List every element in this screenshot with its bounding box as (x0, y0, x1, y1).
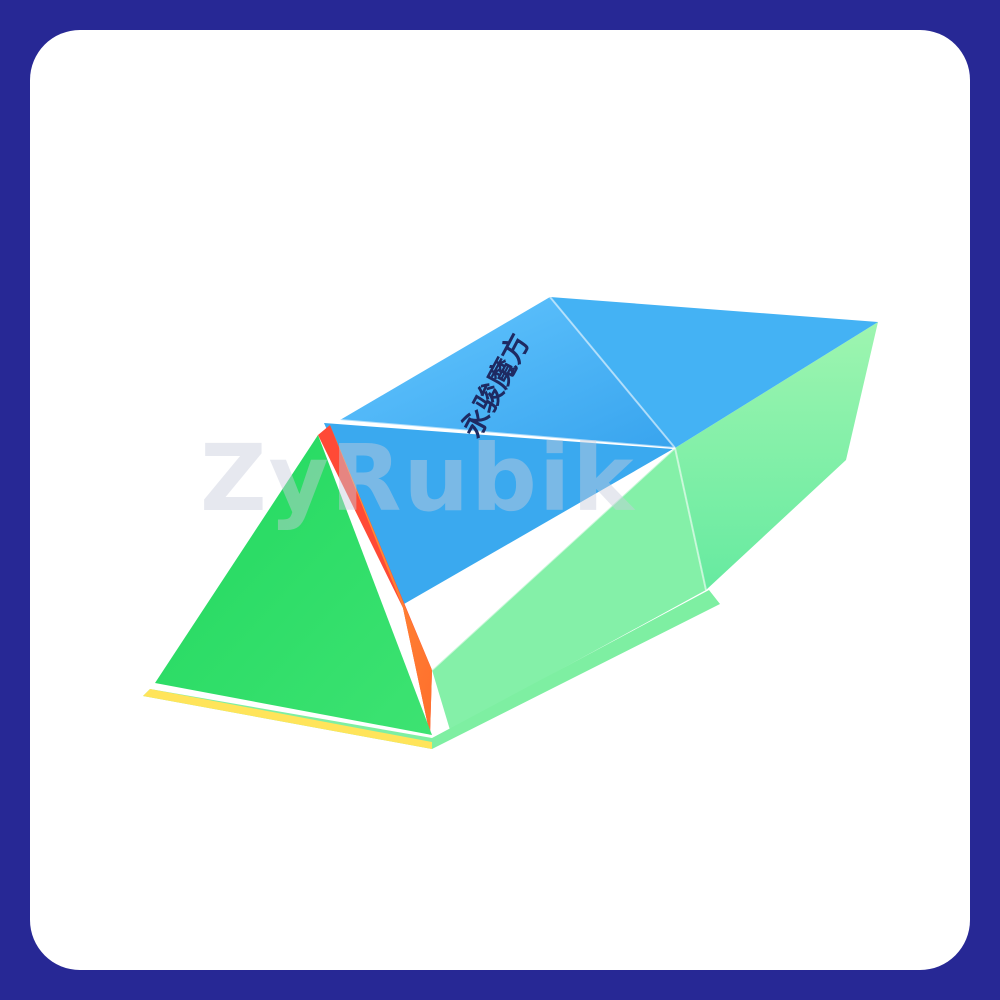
pyramid-cube-illustration: 永骏魔方 (143, 296, 878, 749)
cube-seams (339, 296, 707, 671)
product-card: 永骏魔方 ZyRubik (30, 30, 970, 970)
left-blue-triangle (340, 297, 675, 448)
right-green-side (675, 322, 878, 590)
red-edge (318, 425, 432, 735)
lower-blue-triangle (324, 423, 673, 604)
right-blue-triangle (550, 297, 878, 448)
front-green-triangle (155, 435, 432, 735)
right-green-side-lower (432, 448, 706, 730)
yellow-edge (143, 689, 432, 749)
